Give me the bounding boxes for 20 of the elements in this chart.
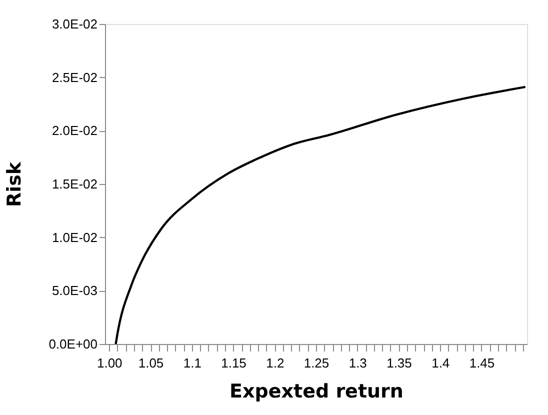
y-axis-title: Risk bbox=[4, 162, 26, 208]
y-tick-label: 2.0E-02 bbox=[52, 123, 98, 138]
x-tick-label: 1.15 bbox=[221, 356, 246, 370]
x-tick-label: 1.1 bbox=[183, 356, 202, 370]
x-tick-label: 1.35 bbox=[386, 356, 412, 370]
y-tick-label: 3.0E-02 bbox=[52, 16, 98, 32]
line-series bbox=[114, 86, 526, 346]
y-tick-label: 1.5E-02 bbox=[52, 176, 98, 192]
x-tick-label: 1.4 bbox=[432, 356, 450, 370]
x-tick-label: 1.3 bbox=[348, 356, 367, 370]
x-tick-label: 1.05 bbox=[138, 356, 164, 370]
x-axis-title: Expexted return bbox=[230, 380, 404, 402]
x-tick-label: 1.00 bbox=[96, 356, 122, 370]
x-tick-label: 1.25 bbox=[304, 356, 330, 370]
x-tick-label: 1.45 bbox=[469, 356, 495, 370]
x-tick-label: 1.2 bbox=[266, 356, 284, 370]
y-tick-label: 1.0E-02 bbox=[52, 230, 98, 245]
y-tick-label: 2.5E-02 bbox=[52, 70, 98, 85]
y-tick-label: 5.0E-03 bbox=[52, 283, 98, 298]
y-tick-label: 0.0E+00 bbox=[48, 336, 98, 352]
